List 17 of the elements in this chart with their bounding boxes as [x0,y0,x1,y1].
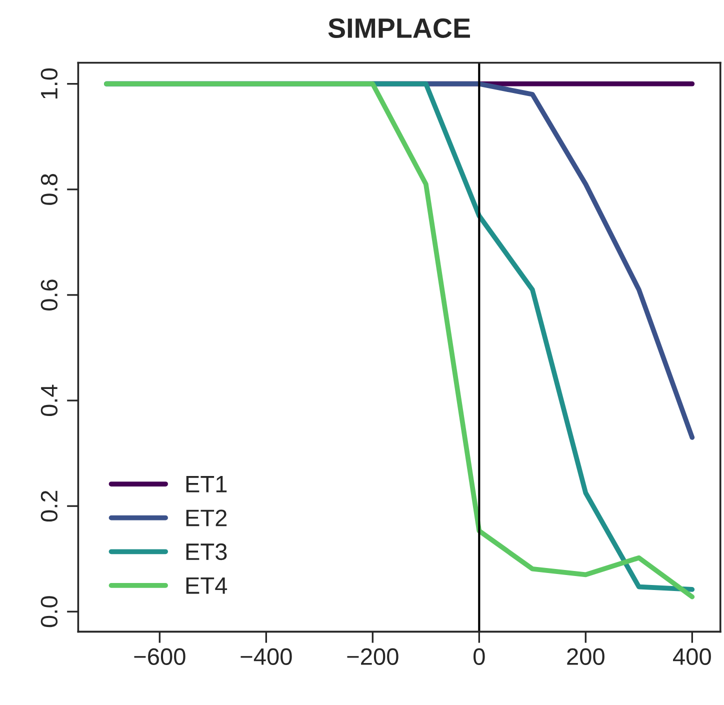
x-tick-label: 200 [567,648,604,665]
x-tick-label: −400 [240,648,292,665]
x-tick-label: −600 [134,648,186,665]
x-tick-label: 0 [474,648,485,665]
x-tick-label: −200 [347,648,398,665]
y-tick-label: 0.6 [40,280,58,310]
legend-label: ET1 [186,476,227,492]
legend-label: ET3 [186,543,227,560]
chart-title: SIMPLACE [328,18,470,38]
y-tick-label: 0.8 [40,174,58,205]
y-tick-label: 0.2 [40,490,58,522]
y-tick-label: 1.0 [40,68,58,98]
y-tick-label: 0.0 [40,596,58,628]
x-tick-label: 400 [673,648,711,665]
legend-label: ET4 [186,577,228,594]
legend-label: ET2 [186,510,227,526]
y-tick-label: 0.4 [40,384,58,416]
